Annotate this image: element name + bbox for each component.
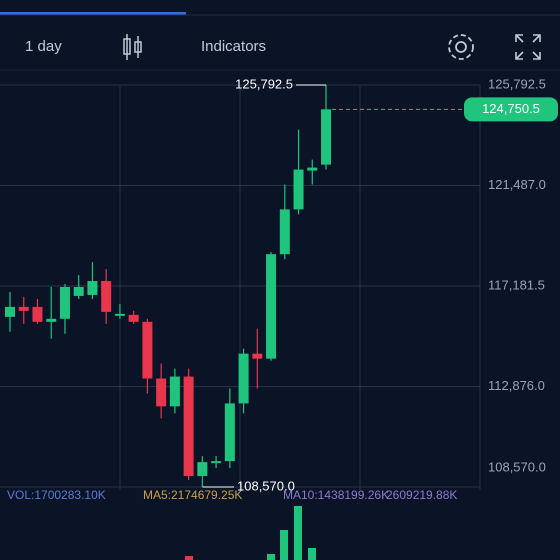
candle-body [293,169,304,210]
candle-body [197,462,208,477]
candle-body [321,109,332,165]
candle-body [252,353,263,359]
y-tick-label: 121,487.0 [488,177,546,192]
candle-body [224,403,235,462]
last-price-tag [464,97,558,122]
last-price-label: 124,750.5 [482,101,540,116]
candle-body [156,378,167,407]
candle-body [279,209,290,255]
candle-body [87,281,98,295]
candle-type-icon[interactable] [123,34,142,60]
ma-overlap-label: 2609219.88K [386,488,457,502]
candle-body [142,321,153,379]
indicators-button[interactable]: Indicators [201,38,266,55]
candle-body [18,306,29,311]
y-tick-label: 117,181.5 [488,277,545,292]
interval-button[interactable]: 1 day [25,38,62,55]
volume-bars [185,506,316,560]
candle-body [307,167,318,171]
top-bar [0,0,560,15]
candle-body [73,287,84,296]
candle-body [5,306,15,317]
candle-body [211,461,222,464]
candle-body [238,353,249,404]
max-label: 125,792.5 [235,76,293,91]
ma5-label: MA5:2174679.25K [143,488,242,502]
y-tick-label: 108,570.0 [488,459,546,474]
volume-label: VOL:1700283.10K [7,488,106,502]
fullscreen-icon[interactable] [515,34,541,60]
candle-body [183,376,194,477]
y-tick-label: 125,792.5 [488,76,546,91]
candle-body [114,313,125,316]
v-grid [119,85,481,490]
ma10-label: MA10:1438199.26K [283,488,389,502]
candle-body [169,376,180,407]
min-label: 108,570.0 [237,478,295,493]
candle-body [128,314,139,322]
candle-body [46,318,57,322]
candle-body [32,306,43,322]
settings-icon[interactable] [448,34,474,60]
candle-body [59,287,70,319]
y-tick-label: 112,876.0 [488,378,545,393]
candle-body [101,281,112,312]
progress-bar [0,12,186,15]
candle-body [266,254,277,359]
